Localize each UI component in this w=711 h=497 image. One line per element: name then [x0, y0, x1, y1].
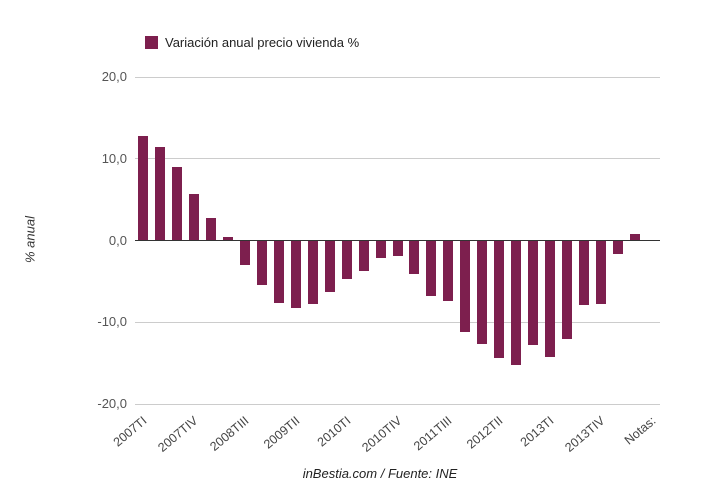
bar-2010TI[interactable] — [341, 240, 352, 279]
bar-2009TI[interactable] — [273, 240, 284, 303]
bar-2012TI[interactable] — [477, 240, 488, 344]
bar-2011TIII[interactable] — [443, 240, 454, 301]
bar-2009TIII[interactable] — [307, 240, 318, 305]
bar-2008TII[interactable] — [223, 237, 234, 241]
chart-legend: Variación anual precio vivienda % — [145, 35, 359, 50]
bar-2010TIII[interactable] — [375, 240, 386, 259]
gridline — [135, 158, 660, 160]
zero-axis-line — [135, 240, 660, 241]
bar-2010TIV[interactable] — [392, 240, 403, 257]
bar-2013TIII[interactable] — [578, 240, 589, 306]
bar-2013TII[interactable] — [561, 240, 572, 339]
bar-2008TIV[interactable] — [257, 240, 268, 285]
y-axis-tick-label: -20,0 — [97, 396, 127, 411]
bar-2013TIV[interactable] — [595, 240, 606, 305]
bar-2014TII[interactable] — [629, 233, 640, 241]
bar-2007TII[interactable] — [155, 147, 166, 241]
y-axis-tick-label: -10,0 — [97, 314, 127, 330]
bar-2011TII[interactable] — [426, 240, 437, 297]
bar-2013TI[interactable] — [544, 240, 555, 358]
gridline — [135, 76, 660, 78]
y-axis-tick-label: 10,0 — [101, 150, 127, 166]
y-axis-tick-label: 20,0 — [101, 69, 127, 84]
bar-2007TIII[interactable] — [172, 166, 183, 241]
legend-label: Variación anual precio vivienda % — [165, 35, 360, 50]
bar-2012TII[interactable] — [494, 240, 505, 359]
bar-2008TIII[interactable] — [240, 240, 251, 266]
bar-2012TIII[interactable] — [511, 240, 522, 365]
y-axis-title: % anual — [22, 216, 38, 263]
bar-2014TI[interactable] — [612, 240, 623, 254]
bar-2009TIV[interactable] — [324, 240, 335, 292]
gridline — [135, 403, 660, 405]
legend-color-swatch — [145, 36, 158, 49]
bar-2009TII[interactable] — [290, 240, 301, 309]
bar-2011TI[interactable] — [409, 240, 420, 275]
y-axis-tick-label: 0,0 — [108, 232, 127, 248]
bar-2012TIV[interactable] — [527, 240, 538, 346]
bar-2010TII[interactable] — [358, 240, 369, 271]
gridline — [135, 321, 660, 323]
bar-2007TIV[interactable] — [189, 193, 200, 241]
bar-2011TIV[interactable] — [460, 240, 471, 333]
chart-source-footer: inBestia.com / Fuente: INE — [302, 466, 458, 481]
bar-2007TI[interactable] — [138, 135, 149, 241]
bar-2008TI[interactable] — [206, 217, 217, 241]
